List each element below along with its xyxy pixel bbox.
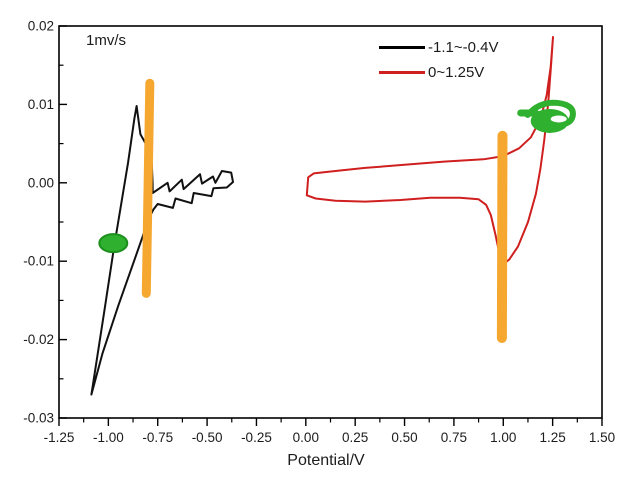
x-tick-label: 1.25	[539, 430, 565, 445]
cv-curve-red-range	[305, 36, 554, 265]
highlight-bar	[141, 78, 155, 298]
green-marker-ring	[524, 99, 576, 128]
x-tick-label: 0.25	[342, 430, 368, 445]
legend: -1.1~-0.4V 0~1.25V	[379, 35, 498, 85]
y-tick-label: 0.00	[28, 175, 54, 190]
scan-rate-annotation: 1mv/s	[86, 32, 127, 49]
y-tick-label: -0.01	[23, 254, 54, 269]
y-tick-label: 0.02	[28, 19, 54, 34]
x-tick-label: -0.25	[241, 430, 272, 445]
y-tick-label: 0.01	[28, 97, 54, 112]
x-axis-title: Potential/V	[287, 452, 365, 469]
green-marker-hole	[550, 115, 567, 123]
x-tick-label: -1.00	[93, 430, 124, 445]
y-tick-label: -0.03	[23, 411, 54, 426]
legend-label-black-range: -1.1~-0.4V	[428, 39, 499, 56]
x-tick-label: 0.75	[441, 430, 467, 445]
highlight-bar	[496, 130, 508, 344]
legend-label-red-range: 0~1.25V	[428, 64, 485, 81]
x-tick-label: 0.50	[391, 430, 417, 445]
x-tick-label: 0.00	[293, 430, 319, 445]
x-tick-label: 1.50	[589, 430, 615, 445]
legend-item-red-range: 0~1.25V	[379, 60, 498, 85]
x-tick-label: -0.50	[192, 430, 223, 445]
plot-frame	[58, 25, 603, 419]
y-tick-label: -0.02	[23, 332, 54, 347]
x-tick-label: -1.25	[44, 430, 75, 445]
green-marker-blob	[98, 233, 129, 254]
legend-line-sample-black	[379, 46, 425, 49]
x-tick-label: -0.75	[142, 430, 173, 445]
legend-line-sample-red	[379, 71, 425, 74]
x-tick-label: 1.00	[490, 430, 516, 445]
cv-curve-black-range	[90, 105, 234, 396]
legend-item-black-range: -1.1~-0.4V	[379, 35, 498, 60]
